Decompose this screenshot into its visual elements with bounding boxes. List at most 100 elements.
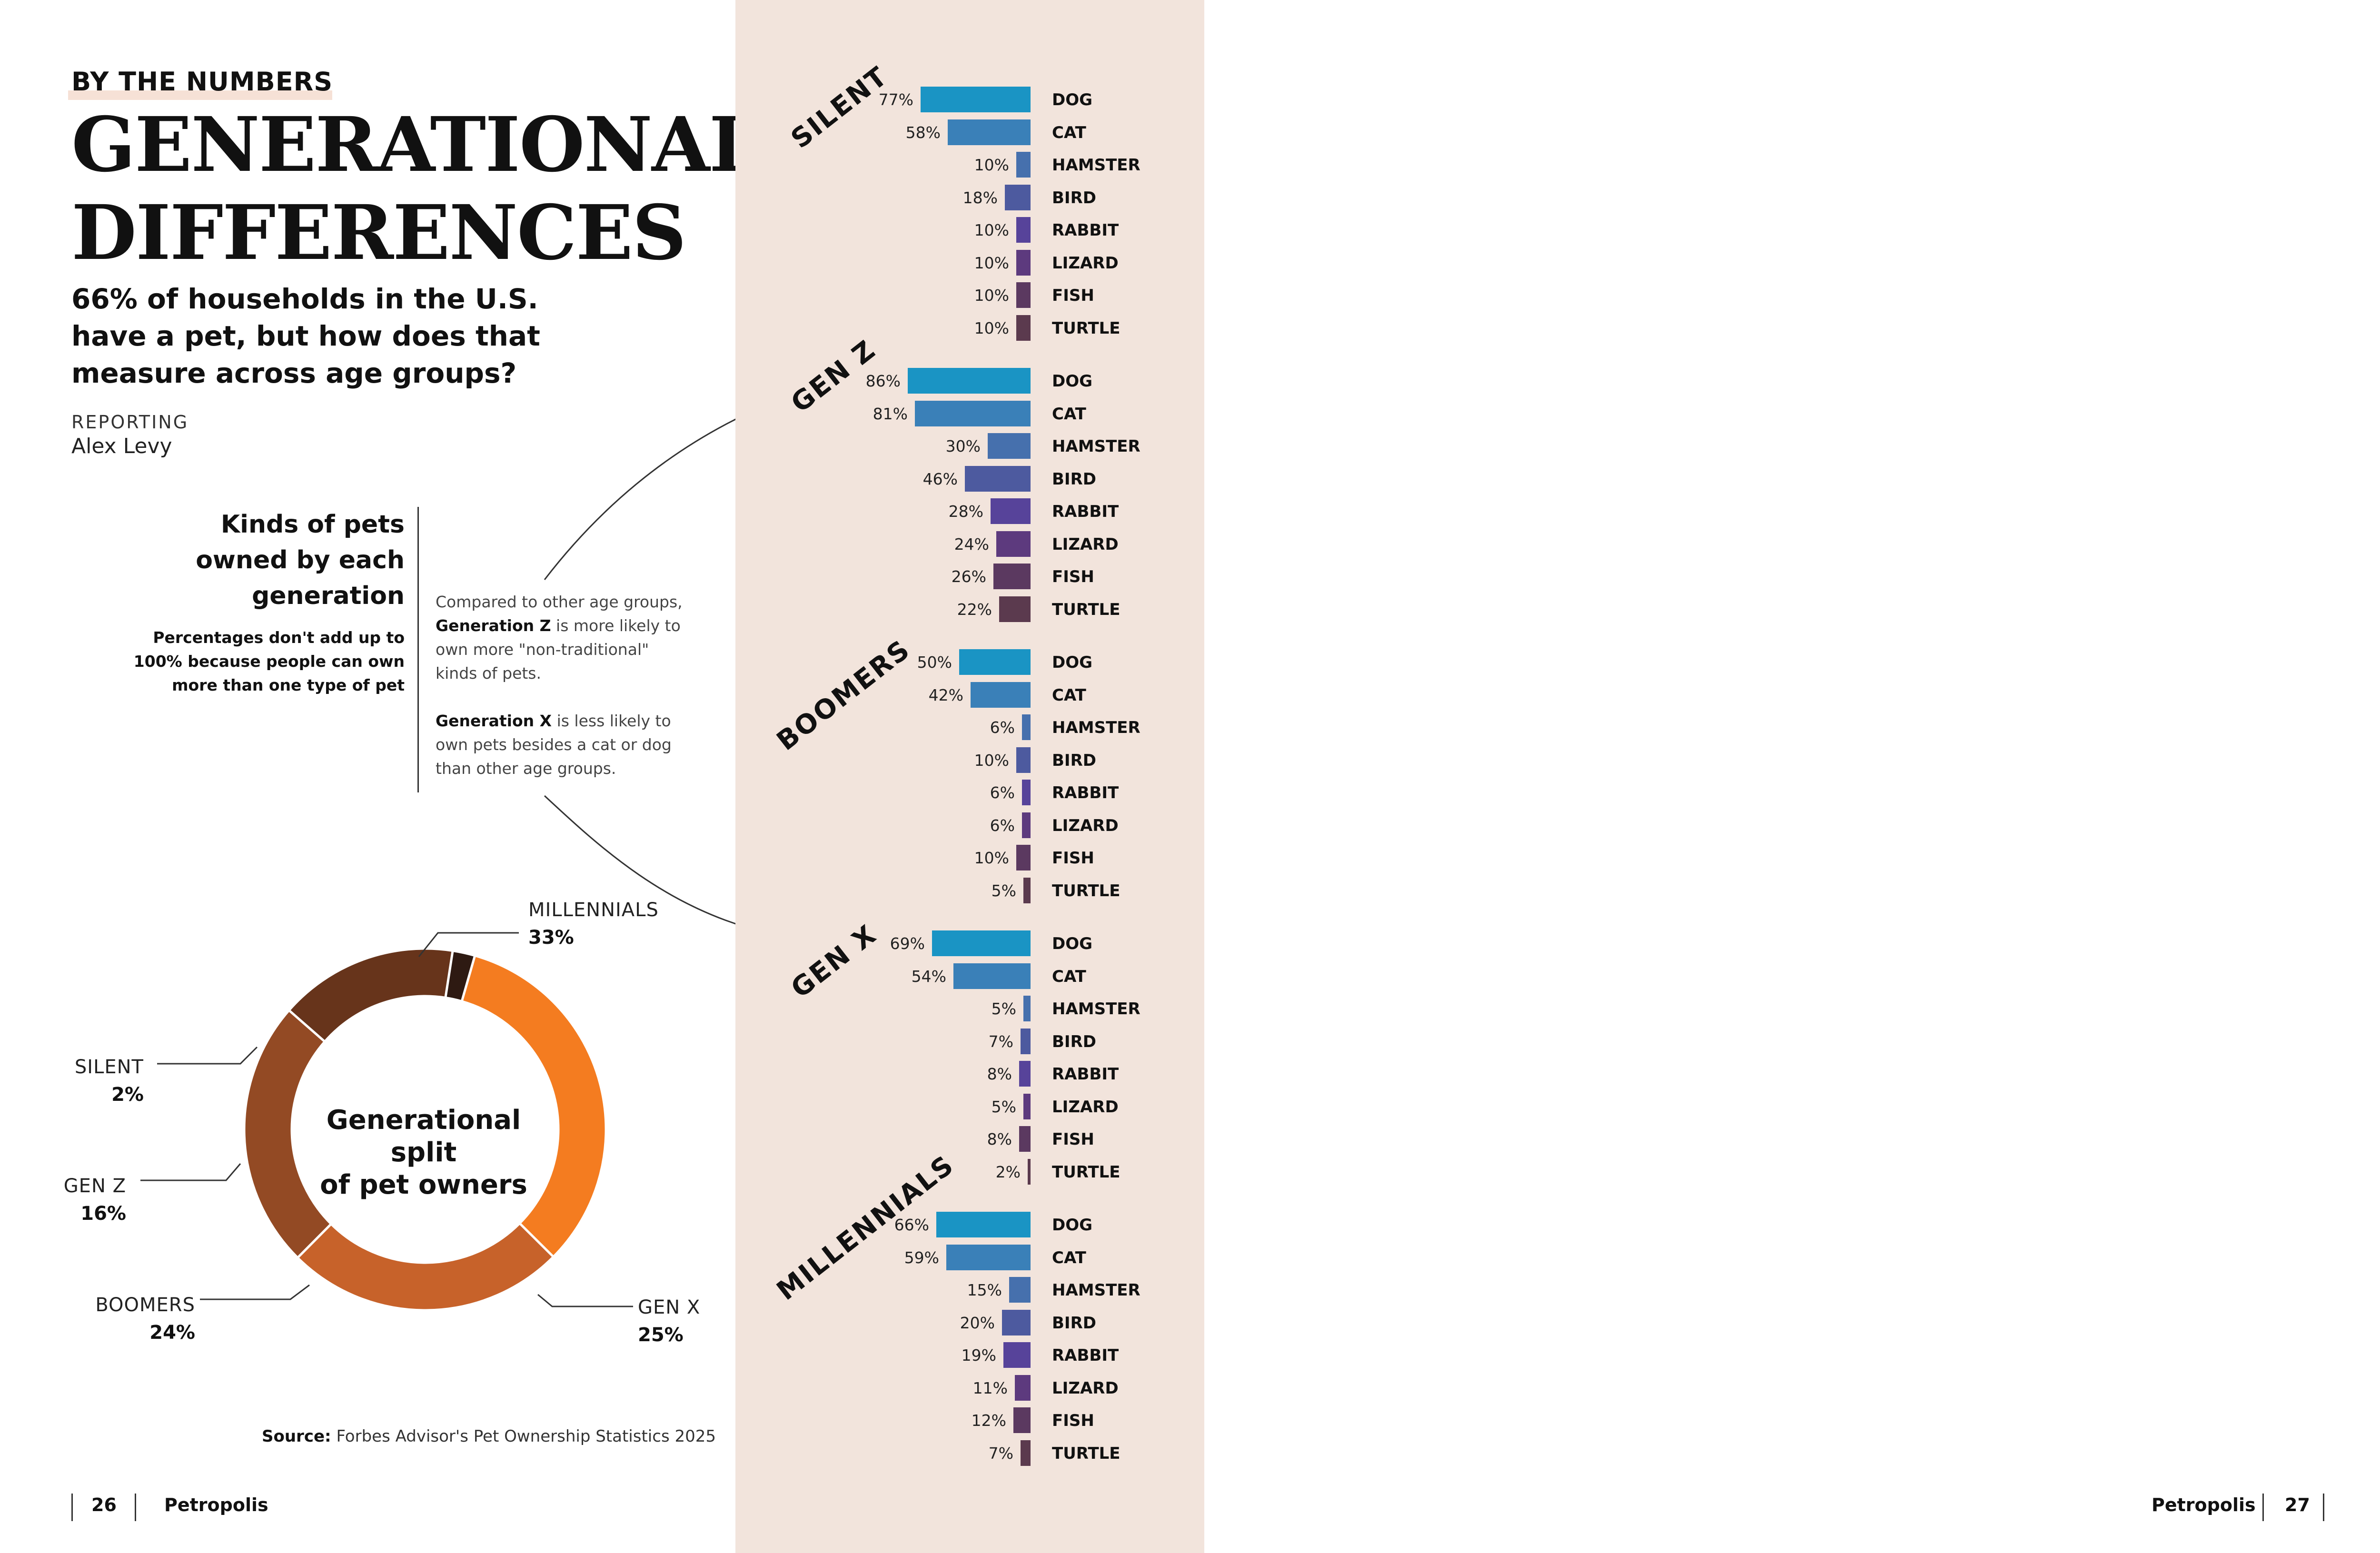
bar-boomers-bird — [1016, 747, 1031, 773]
category-label-lizard: LIZARD — [1052, 1378, 1119, 1398]
bar-silent-bird — [1005, 184, 1031, 210]
reporting-label: REPORTING — [71, 412, 189, 433]
value-label: 7% — [988, 1444, 1013, 1463]
genz-note: Compared to other age groups, Generation… — [436, 590, 683, 685]
category-label-rabbit: RABBIT — [1052, 1346, 1119, 1365]
category-label-rabbit: RABBIT — [1052, 1065, 1119, 1084]
footer-rule — [2323, 1494, 2324, 1521]
category-label-turtle: TURTLE — [1052, 600, 1121, 619]
bar-chart-panel — [735, 0, 1204, 1553]
bar-gen-z-fish — [993, 564, 1031, 589]
kicker: BY THE NUMBERS — [71, 67, 333, 97]
genz-note-line-1: Compared to other age groups, — [436, 593, 683, 611]
category-label-lizard: LIZARD — [1052, 1097, 1119, 1117]
arrow-to-genx — [544, 795, 767, 933]
donut-value-boomers: 24% — [149, 1322, 195, 1344]
bar-boomers-lizard — [1022, 812, 1031, 838]
category-label-fish: FISH — [1052, 849, 1094, 868]
category-label-turtle: TURTLE — [1052, 1444, 1121, 1463]
value-label: 10% — [974, 286, 1009, 305]
category-label-hamster: HAMSTER — [1052, 156, 1140, 175]
bar-silent-cat — [948, 119, 1031, 145]
category-label-dog: DOG — [1052, 1216, 1093, 1235]
slice-separator — [297, 1223, 332, 1259]
value-label: 77% — [878, 90, 913, 109]
value-label: 6% — [990, 718, 1015, 737]
left-publication-name: Petropolis — [164, 1494, 268, 1515]
category-label-lizard: LIZARD — [1052, 816, 1119, 835]
bar-gen-z-bird — [965, 465, 1031, 492]
value-label: 59% — [904, 1248, 939, 1267]
value-label: 24% — [954, 534, 989, 554]
bar-boomers-hamster — [1022, 714, 1031, 740]
bar-millennials-dog — [936, 1212, 1031, 1237]
subtitle-line-2: have a pet, but how does that — [71, 320, 540, 352]
value-label: 6% — [990, 816, 1015, 835]
donut-label-boomers: BOOMERS — [95, 1294, 195, 1316]
category-label-fish: FISH — [1052, 567, 1094, 586]
bar-gen-z-dog — [908, 368, 1031, 394]
category-label-rabbit: RABBIT — [1052, 221, 1119, 240]
donut-center-line-2: of pet owners — [320, 1169, 527, 1200]
category-label-cat: CAT — [1052, 1248, 1086, 1267]
value-label: 5% — [991, 881, 1016, 900]
category-label-bird: BIRD — [1052, 751, 1096, 770]
category-label-fish: FISH — [1052, 1411, 1094, 1430]
value-label: 6% — [990, 783, 1015, 802]
genx-note-bold: Generation X — [436, 712, 552, 730]
donut-slice-gen-x — [298, 1224, 553, 1309]
source-text: Forbes Advisor's Pet Ownership Statistic… — [331, 1427, 716, 1446]
slice-separator — [288, 1009, 326, 1043]
category-label-cat: CAT — [1052, 685, 1086, 705]
genz-note-line-4: kinds of pets. — [436, 664, 541, 683]
category-label-hamster: HAMSTER — [1052, 718, 1140, 737]
value-label: 30% — [945, 437, 981, 455]
donut-label-gen-x: GEN X — [638, 1296, 700, 1318]
category-label-dog: DOG — [1052, 372, 1093, 391]
bar-boomers-turtle — [1023, 877, 1031, 903]
value-label: 86% — [865, 372, 901, 390]
bar-gen-x-dog — [932, 930, 1031, 956]
category-label-fish: FISH — [1052, 286, 1094, 305]
value-label: 5% — [991, 999, 1016, 1018]
bar-boomers-rabbit — [1022, 780, 1031, 805]
category-label-turtle: TURTLE — [1052, 881, 1121, 900]
bar-millennials-cat — [946, 1244, 1031, 1270]
value-label: 46% — [922, 469, 958, 488]
bar-silent-rabbit — [1016, 217, 1031, 243]
category-label-cat: CAT — [1052, 123, 1086, 142]
donut-label-millennials: MILLENNIALS — [528, 899, 659, 921]
source-note: Source: Forbes Advisor's Pet Ownership S… — [262, 1427, 716, 1446]
connector-arrows — [544, 390, 781, 952]
side-note: Percentages don't add up to 100% because… — [134, 626, 405, 697]
bar-gen-z-rabbit — [991, 498, 1031, 524]
donut-value-millennials: 33% — [528, 927, 574, 949]
bar-millennials-hamster — [1009, 1277, 1031, 1303]
value-label: 7% — [988, 1032, 1013, 1051]
bar-gen-x-turtle — [1028, 1158, 1031, 1185]
value-label: 10% — [974, 849, 1009, 867]
bar-gen-z-cat — [915, 400, 1031, 426]
bar-silent-fish — [1016, 282, 1031, 308]
genx-note-line-2: own pets besides a cat or dog — [436, 735, 672, 754]
category-label-dog: DOG — [1052, 934, 1093, 953]
side-title-line-1: Kinds of pets — [220, 510, 405, 539]
page-title-line-2: DIFFERENCES — [71, 189, 686, 277]
callout-leader-millennials — [418, 932, 519, 957]
genz-note-bold: Generation Z — [436, 616, 551, 635]
side-title-line-2: owned by each — [196, 546, 405, 574]
callout-leader-boomers — [200, 1284, 310, 1300]
category-label-hamster: HAMSTER — [1052, 1281, 1140, 1300]
bar-gen-x-rabbit — [1019, 1061, 1031, 1087]
category-label-rabbit: RABBIT — [1052, 783, 1119, 802]
value-label: 66% — [894, 1216, 929, 1234]
arrow-to-genz — [544, 405, 767, 580]
side-note-line-1: Percentages don't add up to — [153, 628, 405, 647]
bar-gen-x-fish — [1019, 1126, 1031, 1152]
footer-rule — [135, 1494, 136, 1521]
value-label: 10% — [974, 318, 1009, 337]
vertical-divider — [417, 507, 419, 792]
donut-slice-millennials — [462, 957, 605, 1256]
bar-silent-hamster — [1016, 152, 1031, 178]
bar-boomers-dog — [959, 649, 1031, 675]
